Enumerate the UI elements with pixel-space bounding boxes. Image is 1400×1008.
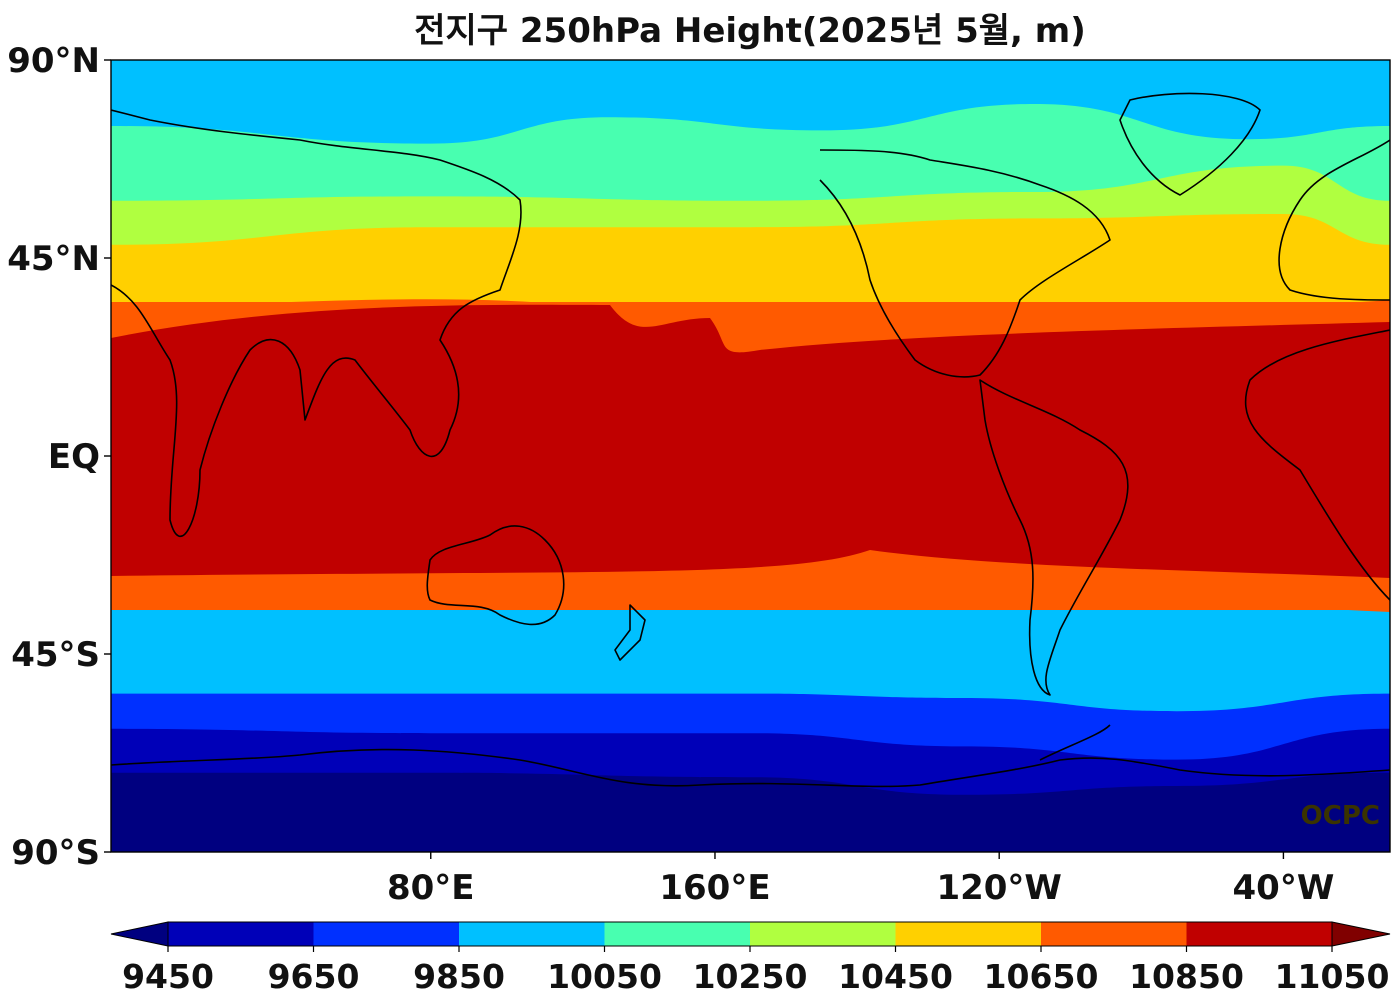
colorbar-tick-label: 10850 bbox=[1129, 957, 1244, 996]
colorbar-swatch bbox=[1041, 922, 1187, 946]
colorbar-swatch bbox=[750, 922, 896, 946]
colorbar-swatch bbox=[168, 922, 314, 946]
map-panel bbox=[111, 60, 1390, 852]
colorbar-tick-label: 10250 bbox=[693, 957, 808, 996]
y-tick-label: EQ bbox=[48, 437, 100, 477]
colorbar-tick-label: 10050 bbox=[547, 957, 662, 996]
coast-greenland bbox=[1119, 92, 1261, 196]
coast-antarctic-peninsula bbox=[1039, 724, 1111, 761]
x-axis: 80°E 160°E 120°W 40°W bbox=[387, 852, 1334, 908]
x-tick-label: 160°E bbox=[659, 868, 770, 908]
coast-south-america bbox=[979, 379, 1129, 696]
colorbar-extend-low bbox=[110, 921, 169, 947]
colorbar-swatch bbox=[459, 922, 605, 946]
y-tick-label: 90°N bbox=[7, 41, 100, 81]
colorbar-tick-label: 10650 bbox=[984, 957, 1099, 996]
y-tick-label: 45°S bbox=[11, 635, 100, 675]
coast-asia bbox=[111, 109, 522, 537]
coast-australia bbox=[426, 525, 565, 626]
y-tick-label: 90°S bbox=[11, 833, 100, 873]
colorbar-tick-label: 9850 bbox=[413, 957, 505, 996]
band-11050 bbox=[111, 304, 1390, 578]
watermark: OCPC bbox=[1301, 801, 1380, 831]
colorbar-swatch bbox=[313, 922, 460, 946]
colorbar-tick-label: 11050 bbox=[1275, 957, 1390, 996]
coast-new-zealand bbox=[614, 604, 646, 661]
y-axis: 90°N 45°N EQ 45°S 90°S bbox=[7, 41, 111, 873]
colorbar-tick-label: 9450 bbox=[122, 957, 214, 996]
y-tick-label: 45°N bbox=[7, 239, 100, 279]
x-tick-label: 40°W bbox=[1233, 868, 1335, 908]
coast-europe-africa bbox=[1244, 139, 1390, 601]
coast-antarctica bbox=[111, 748, 1390, 788]
colorbar-tick-label: 9650 bbox=[268, 957, 360, 996]
colorbar-tick-label: 10450 bbox=[838, 957, 953, 996]
coast-north-america bbox=[819, 149, 1111, 378]
x-tick-label: 80°E bbox=[387, 868, 475, 908]
colorbar-swatch bbox=[895, 922, 1042, 946]
chart-title: 전지구 250hPa Height(2025년 5월, m) bbox=[414, 11, 1086, 51]
colorbar-extend-high bbox=[1331, 921, 1391, 947]
x-tick-label: 120°W bbox=[936, 868, 1061, 908]
coastlines bbox=[111, 92, 1390, 788]
colorbar: 9450 9650 9850 10050 10250 10450 10650 10850 110… bbox=[110, 921, 1391, 996]
colorbar-swatch bbox=[1186, 922, 1333, 946]
colorbar-swatch bbox=[604, 922, 751, 946]
